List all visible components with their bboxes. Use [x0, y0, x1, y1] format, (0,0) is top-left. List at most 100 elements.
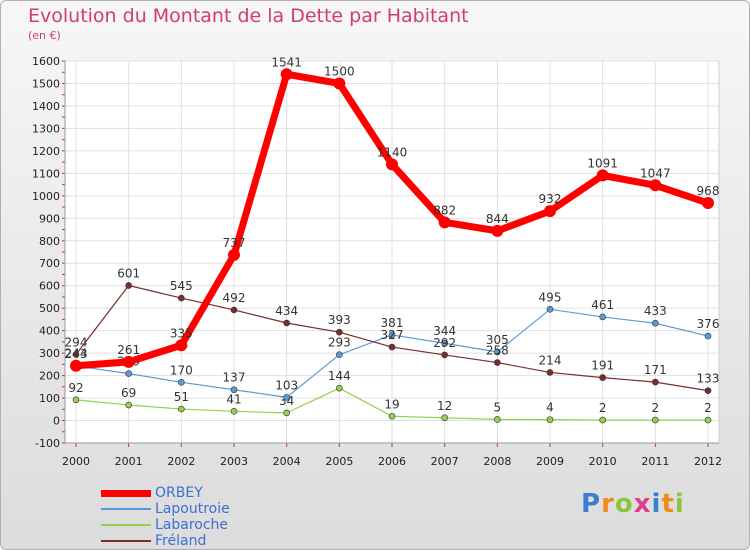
legend-swatch	[101, 540, 151, 542]
data-label: 882	[433, 203, 456, 217]
y-tick-label: 1300	[32, 122, 60, 135]
x-tick-label: 2004	[273, 455, 301, 468]
data-point	[546, 416, 554, 423]
y-tick-label: 500	[39, 302, 60, 315]
data-label: 495	[539, 290, 562, 304]
data-point	[441, 339, 448, 347]
y-tick-label: 1000	[32, 190, 60, 203]
data-label: 293	[328, 336, 351, 350]
y-tick-label: 900	[39, 212, 60, 225]
legend-swatch	[101, 524, 151, 526]
data-label: 1541	[271, 55, 302, 69]
data-label: 327	[381, 328, 404, 342]
data-label: 2	[652, 401, 660, 415]
data-label: 335	[170, 326, 193, 340]
data-label: 258	[486, 344, 509, 358]
data-point	[125, 401, 132, 409]
data-label: 144	[328, 369, 351, 383]
data-point	[230, 408, 238, 415]
y-tick-label: 800	[39, 235, 60, 248]
data-point	[72, 351, 80, 358]
y-tick-label: 700	[39, 257, 60, 270]
data-point	[441, 351, 448, 359]
data-point	[336, 384, 343, 392]
y-tick-label: 100	[39, 392, 60, 405]
data-label: 133	[697, 372, 720, 386]
data-point	[336, 351, 343, 358]
data-label: 294	[65, 335, 88, 349]
x-tick-label: 2003	[220, 455, 248, 468]
data-label: 92	[68, 381, 83, 395]
y-tick-label: 1600	[32, 55, 60, 68]
data-point	[649, 179, 662, 192]
data-label: 5	[494, 400, 502, 414]
data-point	[441, 414, 448, 422]
data-label: 2	[704, 401, 712, 415]
legend-item: Labaroche	[101, 517, 301, 533]
data-point	[388, 343, 396, 351]
data-label: 601	[117, 266, 140, 280]
data-point	[125, 282, 132, 289]
data-label: 376	[697, 317, 720, 331]
data-point	[544, 205, 556, 218]
data-label: 344	[433, 324, 456, 338]
data-label: 103	[275, 378, 298, 392]
data-label: 19	[384, 397, 399, 411]
y-tick-label: 200	[39, 370, 60, 383]
data-point	[438, 216, 451, 229]
data-point	[546, 305, 554, 313]
y-tick-label: -100	[35, 437, 60, 450]
x-tick-label: 2011	[641, 455, 669, 468]
data-point	[494, 348, 501, 356]
y-tick-label: 300	[39, 347, 60, 360]
data-point	[704, 416, 712, 424]
data-label: 461	[591, 298, 614, 312]
y-tick-label: 1400	[32, 100, 60, 113]
data-point	[546, 369, 554, 376]
data-point	[178, 379, 185, 386]
data-point	[333, 77, 346, 90]
data-point	[599, 313, 606, 321]
data-point	[283, 319, 290, 327]
y-tick-label: 1100	[32, 167, 60, 180]
x-tick-label: 2009	[536, 455, 564, 468]
data-label: 2	[599, 401, 607, 415]
data-point	[230, 386, 238, 394]
data-point	[125, 370, 132, 377]
y-tick-label: 1200	[32, 145, 60, 158]
data-point	[704, 332, 712, 340]
series-orbey: 244 261 335 737 1541 1500 1140 882 844 932 1091 104…	[65, 55, 720, 372]
data-point	[280, 68, 293, 81]
data-point	[122, 355, 135, 368]
data-label: 968	[697, 184, 720, 198]
x-tick-label: 2002	[167, 455, 195, 468]
data-label: 737	[223, 236, 246, 250]
legend-item: Fréland	[101, 533, 301, 549]
data-label: 1140	[377, 145, 408, 159]
data-point	[70, 359, 82, 372]
data-point	[652, 319, 659, 327]
x-tick-label: 2010	[589, 455, 617, 468]
data-point	[704, 387, 712, 394]
data-point	[178, 294, 185, 302]
x-tick-label: 2007	[431, 455, 459, 468]
y-tick-label: 400	[39, 325, 60, 338]
data-label: 292	[433, 336, 456, 350]
data-label: 492	[223, 291, 246, 305]
data-label: 545	[170, 279, 193, 293]
data-label: 305	[486, 333, 509, 347]
data-label: 244	[65, 347, 88, 361]
data-point	[175, 339, 188, 352]
data-point	[178, 405, 185, 413]
data-label: 261	[117, 343, 140, 357]
logo-letter: o	[614, 489, 634, 519]
data-label: 393	[328, 313, 351, 327]
data-label: 1500	[324, 64, 355, 78]
data-point	[388, 331, 396, 339]
series-frland: 294 601 545 492 434 393 327 292 258 214 191 171 133	[65, 266, 720, 394]
data-label: 1047	[640, 166, 671, 180]
data-point	[652, 416, 659, 424]
data-point	[283, 394, 290, 401]
